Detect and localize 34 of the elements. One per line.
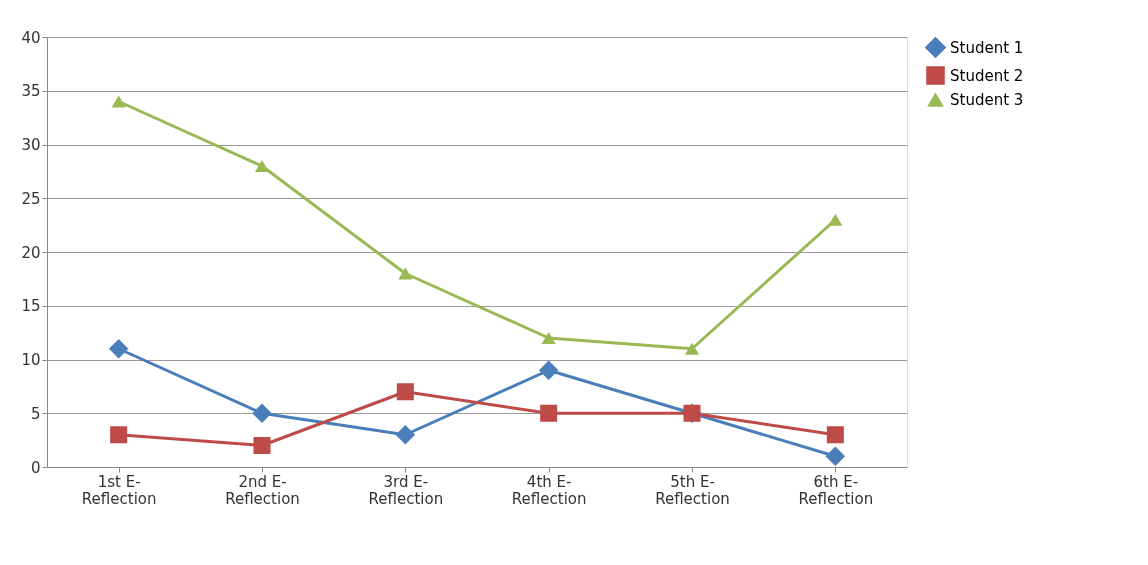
point	[541, 331, 556, 345]
x-tick-label: 2nd E-Reflection	[225, 472, 300, 508]
point	[828, 213, 843, 226]
point	[110, 426, 128, 444]
point	[395, 425, 416, 445]
point	[825, 446, 846, 466]
y-tick-label: 30	[21, 136, 41, 154]
x-tick-label: 1st E-Reflection	[81, 472, 157, 508]
y-tick-label: 0	[30, 458, 41, 477]
x-tick-label: 4th E-Reflection	[511, 472, 587, 508]
point	[252, 403, 272, 423]
x-tick-label: 5th E-Reflection	[655, 472, 730, 508]
legend-label: Student 2	[950, 66, 1024, 85]
y-tick-label: 25	[21, 189, 41, 208]
y-tick-label: 5	[30, 404, 41, 423]
point	[684, 342, 700, 355]
y-tick-label: 35	[21, 82, 41, 101]
x-tick-label: 3rd E-Reflection	[368, 472, 444, 508]
point	[111, 95, 126, 108]
point	[253, 436, 271, 455]
y-tick-label: 15	[21, 297, 41, 316]
y-tick-label: 10	[21, 351, 41, 369]
point	[108, 339, 129, 359]
x-tick-label: 6th E-Reflection	[798, 472, 874, 508]
point	[396, 383, 414, 401]
point	[538, 360, 559, 380]
point	[254, 159, 270, 173]
y-tick-label: 20	[21, 243, 41, 262]
legend-label: Student 1	[950, 38, 1024, 57]
point	[398, 267, 413, 280]
point	[826, 426, 844, 444]
legend-label: Student 3	[950, 91, 1024, 109]
y-tick-label: 40	[21, 28, 41, 47]
point	[540, 404, 558, 422]
